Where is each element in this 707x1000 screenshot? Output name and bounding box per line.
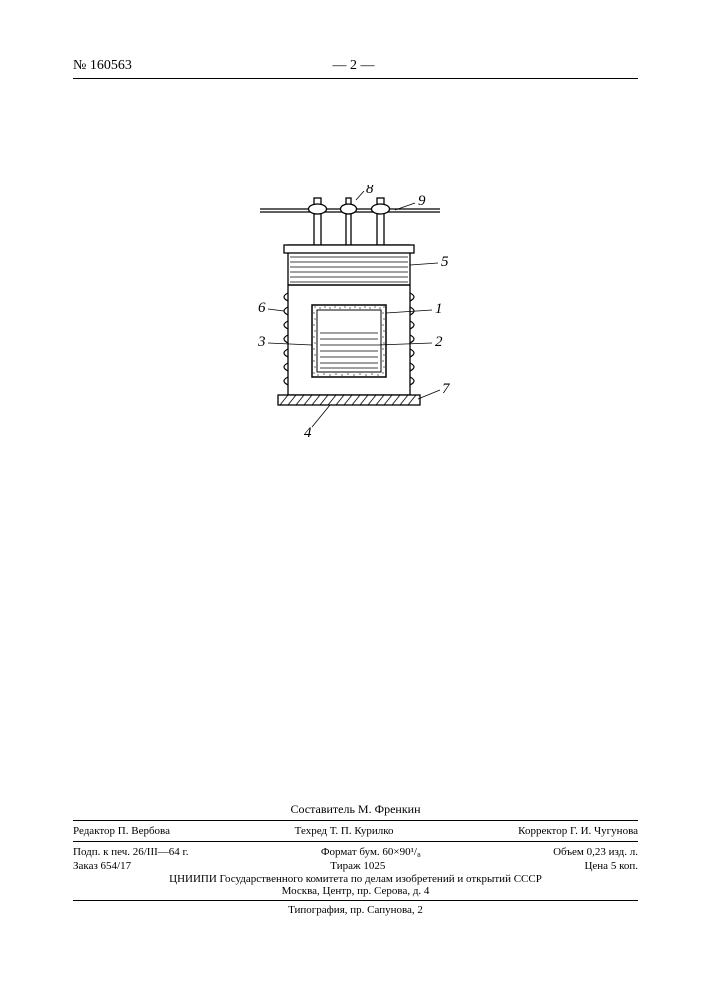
corrector: Корректор Г. И. Чугунова (518, 825, 638, 837)
order-number: Заказ 654/17 (73, 860, 131, 872)
org-address: Москва, Центр, пр. Серова, д. 4 (73, 885, 638, 897)
volume: Объем 0,23 изд. л. (553, 846, 638, 858)
organization: ЦНИИПИ Государственного комитета по дела… (73, 873, 638, 885)
print-row-2: Заказ 654/17 Тираж 1025 Цена 5 коп. (73, 859, 638, 873)
callout-4: 4 (304, 425, 312, 441)
callout-3: 3 (257, 334, 266, 350)
figure-svg: 1 2 3 4 5 6 7 8 9 (240, 185, 460, 465)
compiler-line: Составитель М. Френкин (73, 802, 638, 817)
document-number: № 160563 (73, 58, 132, 74)
callout-5: 5 (441, 254, 449, 270)
header-rule (73, 78, 638, 79)
rule-2 (73, 841, 638, 842)
paper-format: Формат бум. 60×90¹/₈ (321, 846, 421, 858)
callout-8: 8 (366, 185, 374, 197)
callout-7: 7 (442, 381, 451, 397)
print-row-1: Подп. к печ. 26/III—64 г. Формат бум. 60… (73, 845, 638, 859)
callout-6: 6 (258, 300, 266, 316)
page-number: — 2 — (333, 58, 375, 74)
page-header: № 160563 — 2 — (0, 58, 707, 78)
editor: Редактор П. Вербова (73, 825, 170, 837)
credits-row: Редактор П. Вербова Техред Т. П. Курилко… (73, 824, 638, 838)
tirazh: Тираж 1025 (330, 860, 385, 872)
colophon: Составитель М. Френкин Редактор П. Вербо… (73, 802, 638, 916)
technical-figure: 1 2 3 4 5 6 7 8 9 (240, 185, 460, 465)
tech-editor: Техред Т. П. Курилко (295, 825, 394, 837)
typography-line: Типография, пр. Сапунова, 2 (73, 904, 638, 916)
callout-9: 9 (418, 193, 426, 209)
callout-1: 1 (435, 301, 443, 317)
callout-2: 2 (435, 334, 443, 350)
price: Цена 5 коп. (584, 860, 638, 872)
rule-1 (73, 820, 638, 821)
rule-3 (73, 900, 638, 901)
print-date: Подп. к печ. 26/III—64 г. (73, 846, 189, 858)
